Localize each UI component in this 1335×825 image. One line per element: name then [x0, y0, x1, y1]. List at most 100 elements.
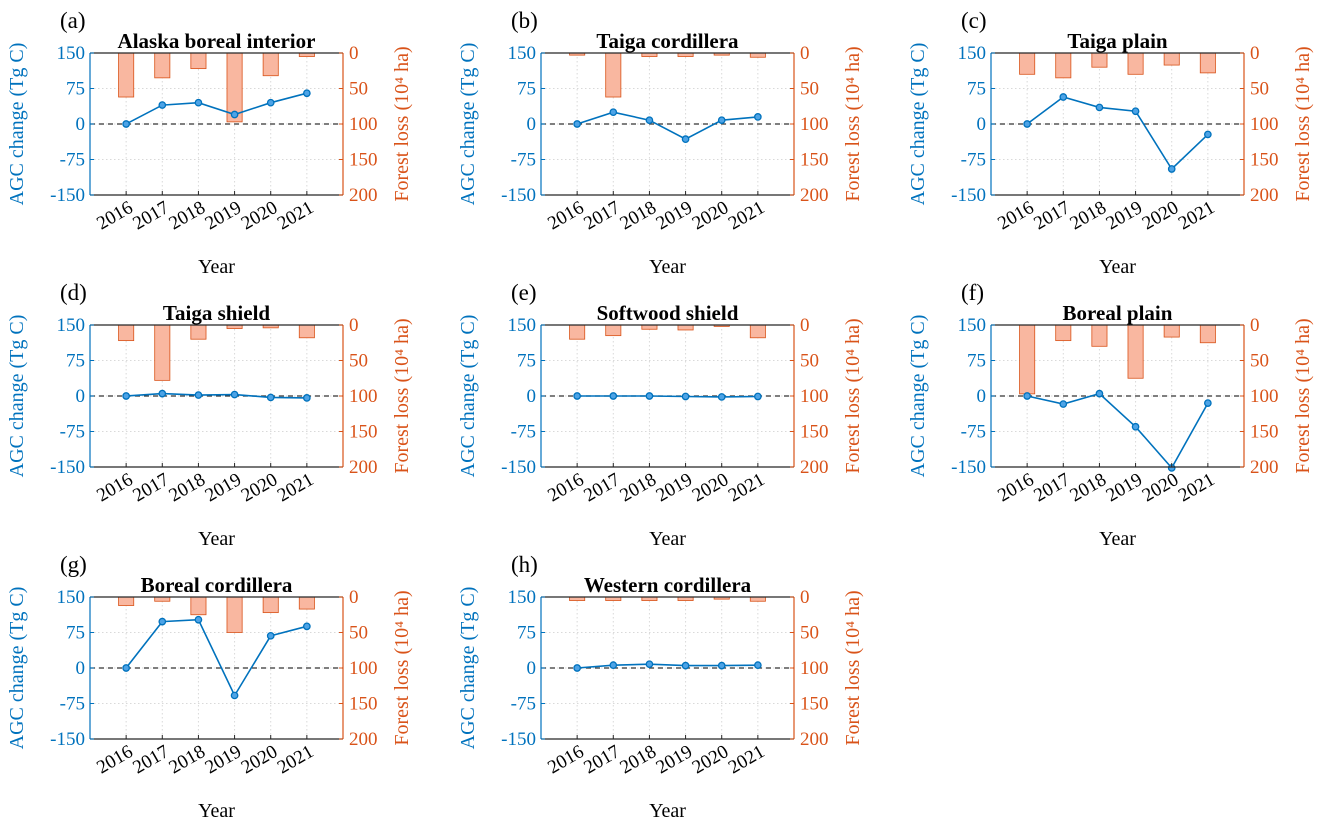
panel-letter: (d) — [60, 280, 87, 305]
left-tick-label: -75 — [511, 150, 536, 171]
forest-loss-bar-2021 — [1199, 52, 1216, 74]
left-axis-label: AGC change (Tg C) — [457, 43, 479, 206]
agc-point-2018 — [1095, 389, 1104, 398]
left-tick-label: -75 — [961, 422, 986, 443]
left-axis-label: AGC change (Tg C) — [907, 315, 929, 478]
right-tick-label: 100 — [349, 386, 378, 407]
x-tick-label: 2021 — [274, 741, 317, 778]
forest-loss-bar-2019 — [1127, 52, 1144, 75]
left-tick-label: 150 — [57, 315, 86, 336]
forest-loss-bar-2019 — [677, 324, 694, 331]
right-axis-label: Forest loss (10⁴ ha) — [842, 590, 864, 745]
forest-loss-bar-2016 — [1019, 52, 1036, 75]
left-tick-label: -75 — [511, 422, 536, 443]
right-axis-label: Forest loss (10⁴ ha) — [1292, 318, 1314, 473]
left-tick-label: 75 — [66, 351, 85, 372]
left-tick-label: -150 — [951, 185, 986, 206]
forest-loss-bar-2018 — [190, 52, 207, 70]
x-axis-label: Year — [1099, 256, 1136, 278]
x-tick-label: 2021 — [725, 741, 768, 778]
right-axis-label: Forest loss (10⁴ ha) — [391, 590, 413, 745]
agc-point-2021 — [754, 661, 762, 670]
right-tick-label: 150 — [800, 422, 829, 443]
right-tick-label: 0 — [1250, 43, 1260, 64]
right-tick-label: 0 — [800, 315, 810, 336]
right-tick-label: 150 — [1250, 150, 1279, 171]
left-axis-label: AGC change (Tg C) — [6, 43, 28, 206]
right-axis-label: Forest loss (10⁴ ha) — [842, 318, 864, 473]
left-tick-label: -150 — [50, 729, 85, 750]
left-axis-label: AGC change (Tg C) — [457, 315, 479, 478]
panel-e: 150750-75-150050100150200201620172018201… — [457, 280, 864, 550]
agc-point-2017 — [1059, 93, 1068, 101]
right-tick-label: 0 — [1250, 315, 1260, 336]
left-tick-label: -150 — [501, 185, 536, 206]
agc-change-line — [577, 663, 758, 669]
left-axis-label: AGC change (Tg C) — [6, 587, 28, 750]
agc-point-2020 — [266, 631, 275, 640]
forest-loss-bar-2021 — [749, 52, 766, 58]
panel-title: Taiga plain — [1067, 29, 1168, 53]
right-tick-label: 200 — [349, 185, 378, 206]
forest-loss-bar-2017 — [1055, 52, 1072, 79]
forest-loss-bar-2016 — [118, 596, 135, 606]
right-tick-label: 200 — [800, 457, 829, 478]
forest-loss-bar-2021 — [298, 324, 315, 339]
agc-point-2020 — [717, 393, 726, 401]
left-tick-label: -75 — [60, 422, 85, 443]
left-axis-label: AGC change (Tg C) — [457, 587, 479, 750]
agc-point-2019 — [230, 110, 239, 119]
agc-point-2018 — [194, 391, 203, 399]
agc-point-2017 — [158, 101, 167, 109]
left-tick-label: 0 — [977, 114, 987, 135]
panel-b: 150750-75-150050100150200201620172018201… — [457, 8, 864, 278]
x-axis-label: Year — [649, 800, 686, 822]
forest-loss-bar-2017 — [154, 596, 171, 602]
right-tick-label: 50 — [1250, 79, 1269, 100]
x-axis-label: Year — [198, 256, 235, 278]
forest-loss-bar-2018 — [641, 324, 658, 330]
agc-point-2019 — [681, 392, 690, 401]
agc-change-line — [1026, 96, 1209, 171]
x-tick-label: 2021 — [1175, 469, 1218, 506]
right-tick-label: 100 — [800, 114, 829, 135]
right-tick-label: 100 — [1250, 114, 1279, 135]
agc-change-line — [125, 618, 308, 698]
left-tick-label: 75 — [967, 351, 986, 372]
right-axis-label: Forest loss (10⁴ ha) — [1292, 46, 1314, 201]
right-tick-label: 50 — [349, 79, 368, 100]
left-tick-label: -150 — [501, 457, 536, 478]
forest-loss-bar-2017 — [154, 324, 171, 381]
forest-loss-bar-2020 — [262, 52, 279, 77]
agc-change-line — [1026, 392, 1209, 470]
panel-title: Taiga cordillera — [596, 29, 739, 53]
right-tick-label: 100 — [800, 386, 829, 407]
agc-change-line — [126, 392, 307, 399]
agc-point-2021 — [1204, 399, 1212, 407]
agc-point-2021 — [303, 622, 311, 631]
agc-point-2017 — [158, 617, 167, 626]
agc-change-line — [125, 92, 308, 125]
agc-point-2016 — [1023, 120, 1031, 128]
panel-g: 150750-75-150050100150200201620172018201… — [6, 552, 413, 822]
agc-point-2019 — [681, 135, 690, 143]
right-tick-label: 100 — [349, 658, 378, 679]
forest-loss-bar-2016 — [569, 324, 586, 340]
panel-title: Boreal plain — [1063, 301, 1173, 325]
agc-point-2020 — [717, 661, 726, 670]
right-tick-label: 50 — [800, 79, 819, 100]
panel-d: 150750-75-150050100150200201620172018201… — [6, 280, 413, 550]
left-tick-label: -75 — [511, 694, 536, 715]
left-tick-label: 75 — [967, 79, 986, 100]
left-tick-label: -150 — [951, 457, 986, 478]
forest-loss-bar-2021 — [298, 596, 315, 610]
right-tick-label: 0 — [349, 315, 359, 336]
agc-point-2016 — [122, 664, 130, 672]
right-tick-label: 100 — [800, 658, 829, 679]
panel-title: Taiga shield — [163, 301, 271, 325]
agc-point-2018 — [645, 660, 654, 669]
left-tick-label: 0 — [527, 658, 537, 679]
right-tick-label: 200 — [800, 729, 829, 750]
agc-point-2016 — [1023, 392, 1031, 400]
